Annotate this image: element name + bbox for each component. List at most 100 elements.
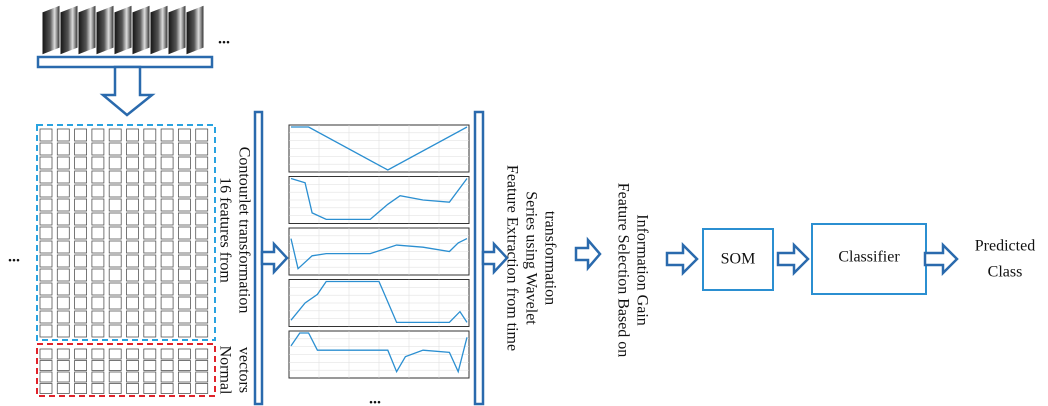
cell <box>40 241 52 253</box>
cell <box>109 269 121 281</box>
cell <box>178 185 190 197</box>
cell <box>127 269 139 281</box>
cell <box>57 283 69 295</box>
ellipsis: ... <box>218 31 230 48</box>
cell <box>178 241 190 253</box>
cell <box>57 297 69 309</box>
cell <box>109 157 121 169</box>
extraction-label: Series using Wavelet <box>522 191 539 325</box>
cell <box>57 269 69 281</box>
cell <box>57 372 69 382</box>
cell <box>40 311 52 323</box>
cell <box>178 199 190 211</box>
cell <box>92 129 104 141</box>
time-series-plots <box>289 125 469 378</box>
cell <box>127 213 139 225</box>
cell <box>178 171 190 183</box>
cell <box>127 384 139 394</box>
cell <box>196 199 208 211</box>
cell <box>127 361 139 371</box>
cell <box>57 143 69 155</box>
cell <box>127 199 139 211</box>
cell <box>57 241 69 253</box>
cell <box>57 349 69 359</box>
cell <box>109 171 121 183</box>
cell <box>40 325 52 337</box>
cell <box>196 171 208 183</box>
cell <box>40 297 52 309</box>
cell <box>40 361 52 371</box>
patch <box>132 5 150 55</box>
cell <box>40 384 52 394</box>
right-arrow <box>667 245 697 273</box>
cell <box>161 185 173 197</box>
cell <box>144 349 156 359</box>
cell <box>144 213 156 225</box>
patch <box>150 5 168 55</box>
cell <box>75 349 87 359</box>
cell <box>40 269 52 281</box>
cell <box>144 311 156 323</box>
normal-label: vectors <box>235 347 252 393</box>
right-arrow <box>576 240 600 268</box>
cell <box>178 283 190 295</box>
cell <box>161 311 173 323</box>
cell <box>127 297 139 309</box>
cell <box>161 269 173 281</box>
right-arrow <box>262 244 287 272</box>
cell <box>144 241 156 253</box>
cell <box>109 185 121 197</box>
cell <box>75 199 87 211</box>
cell <box>144 269 156 281</box>
cell <box>196 255 208 267</box>
cell <box>127 255 139 267</box>
cell <box>161 384 173 394</box>
ellipsis: ... <box>8 249 20 266</box>
cell <box>92 349 104 359</box>
cell <box>144 255 156 267</box>
cell <box>40 283 52 295</box>
cell <box>161 241 173 253</box>
cell <box>75 143 87 155</box>
cell <box>92 384 104 394</box>
cell <box>127 129 139 141</box>
cell <box>161 372 173 382</box>
cell <box>40 372 52 382</box>
cell <box>144 283 156 295</box>
cell <box>109 143 121 155</box>
cell <box>144 171 156 183</box>
cell <box>57 185 69 197</box>
cell <box>178 227 190 239</box>
cell <box>40 255 52 267</box>
patch <box>78 5 96 55</box>
cell <box>109 372 121 382</box>
cell <box>109 213 121 225</box>
cell <box>127 349 139 359</box>
cell <box>196 283 208 295</box>
cell <box>109 349 121 359</box>
cell <box>92 171 104 183</box>
cell <box>196 185 208 197</box>
cell <box>57 199 69 211</box>
cell <box>40 129 52 141</box>
cell <box>196 157 208 169</box>
extraction-label: transformation <box>541 211 558 305</box>
cell <box>40 185 52 197</box>
cell <box>161 227 173 239</box>
cell <box>92 185 104 197</box>
features-label: Contourlet transformation <box>235 147 252 314</box>
cell <box>57 171 69 183</box>
cell <box>75 283 87 295</box>
cell <box>196 349 208 359</box>
cell <box>40 349 52 359</box>
cell <box>178 143 190 155</box>
cell <box>75 311 87 323</box>
cell <box>127 157 139 169</box>
cell <box>161 129 173 141</box>
cell <box>127 325 139 337</box>
cell <box>92 199 104 211</box>
cell <box>92 227 104 239</box>
cell <box>178 372 190 382</box>
patch <box>96 5 114 55</box>
cell <box>57 311 69 323</box>
